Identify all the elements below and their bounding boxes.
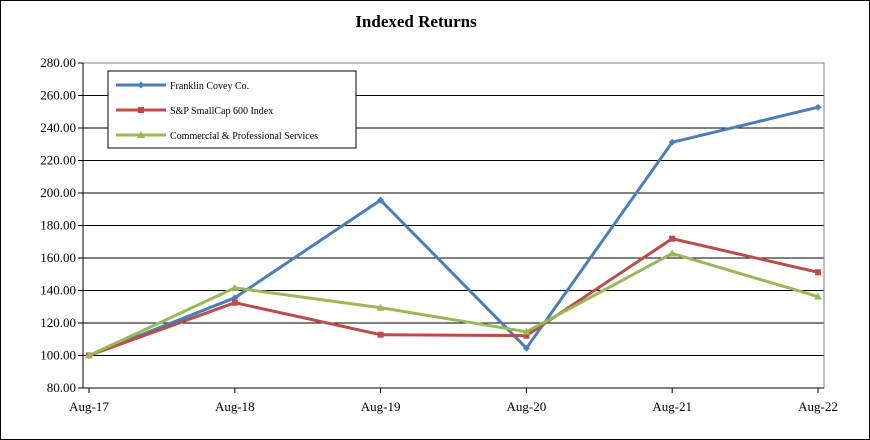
data-point: [230, 283, 239, 291]
y-tick-label: 220.00: [40, 153, 76, 168]
series-line: [88, 237, 819, 357]
data-point: [522, 327, 531, 335]
y-tick-label: 80.00: [47, 380, 76, 395]
data-point: [85, 351, 93, 359]
x-axis-ticks: Aug-17 Aug-18 Aug-19 Aug-20 Aug-21 Aug-22: [69, 388, 838, 414]
data-point: [231, 299, 238, 306]
data-point: [814, 103, 822, 111]
x-tick-label: Aug-21: [652, 399, 692, 414]
data-point: [668, 138, 676, 146]
data-point: [668, 249, 677, 257]
x-tick-label: Aug-22: [798, 399, 838, 414]
y-tick-label: 180.00: [40, 218, 76, 233]
legend-item: Franklin Covey Co.: [116, 81, 249, 92]
data-point: [523, 332, 530, 339]
legend-item: S&P SmallCap 600 Index: [116, 106, 273, 117]
x-tick-label: Aug-20: [507, 399, 547, 414]
x-tick-label: Aug-17: [69, 399, 109, 414]
data-point: [815, 269, 821, 276]
data-point: [377, 196, 385, 204]
legend-label: Franklin Covey Co.: [170, 81, 249, 92]
y-tick-label: 280.00: [40, 55, 76, 70]
data-point: [376, 303, 385, 311]
chart-title: Indexed Returns: [355, 12, 477, 31]
legend-marker: [137, 81, 145, 89]
legend: Franklin Covey Co. S&P SmallCap 600 Index…: [107, 70, 357, 149]
data-point: [231, 294, 239, 302]
series-3: [85, 249, 822, 359]
legend-marker: [138, 107, 144, 113]
legend-marker: [137, 131, 145, 138]
data-point: [377, 331, 384, 338]
y-tick-label: 120.00: [40, 315, 76, 330]
series-1: [85, 103, 822, 359]
series-2: [86, 235, 821, 359]
y-axis-ticks: 80.00 100.00 120.00 140.00 160.00 180.00 200.0…: [40, 55, 83, 395]
y-tick-label: 260.00: [40, 88, 76, 103]
y-tick-label: 100.00: [40, 348, 76, 363]
y-tick-label: 200.00: [40, 185, 76, 200]
x-tick-label: Aug-18: [215, 399, 255, 414]
data-point: [669, 235, 676, 242]
legend-label: S&P SmallCap 600 Index: [170, 106, 273, 117]
series-group: [85, 103, 822, 359]
y-tick-label: 160.00: [40, 250, 76, 265]
series-line: [88, 251, 819, 357]
y-tick-label: 240.00: [40, 120, 76, 135]
data-point: [522, 344, 530, 352]
legend-item: Commercial & Professional Services: [116, 131, 318, 142]
legend-label: Commercial & Professional Services: [170, 131, 318, 142]
series-line: [88, 105, 819, 357]
x-tick-label: Aug-19: [361, 399, 401, 414]
data-point: [814, 292, 822, 300]
y-tick-label: 140.00: [40, 283, 76, 298]
